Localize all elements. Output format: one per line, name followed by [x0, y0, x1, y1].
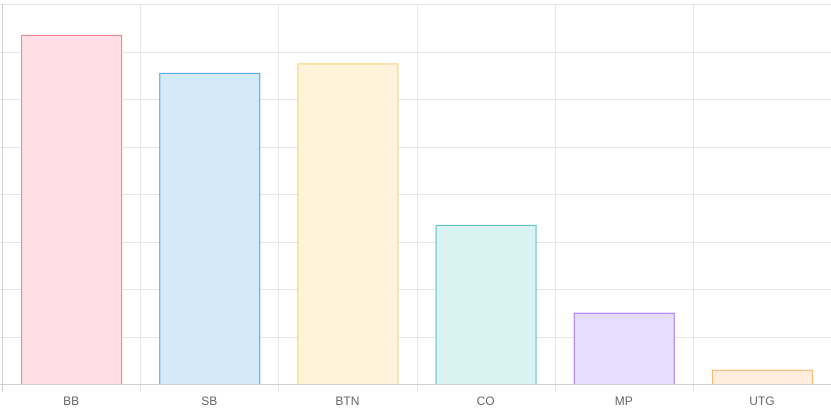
x-tick-label: MP [615, 394, 633, 408]
chart-grid [0, 4, 831, 392]
x-tick-labels: BB SB BTN CO MP UTG [63, 394, 775, 408]
x-tick-label: UTG [749, 394, 774, 408]
x-tick-label: BTN [335, 394, 359, 408]
bar-co [435, 224, 537, 385]
chart-bars [21, 34, 813, 385]
bar-sb [159, 72, 261, 385]
bar-btn [297, 63, 399, 385]
x-tick-label: BB [63, 394, 79, 408]
bar-utg [711, 369, 813, 385]
chart-axes [0, 4, 831, 392]
bar-bb [21, 34, 123, 385]
x-tick-label: CO [477, 394, 495, 408]
x-tick-label: SB [201, 394, 217, 408]
bar-mp [573, 312, 675, 385]
